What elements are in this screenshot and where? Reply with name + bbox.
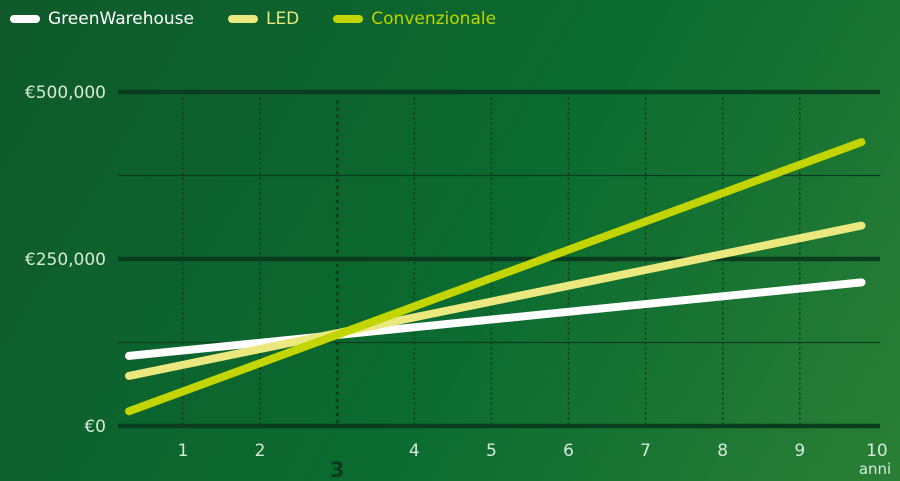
legend-label-led: LED xyxy=(265,9,300,29)
x-tick-label: 3 xyxy=(330,458,345,481)
x-tick-label: 8 xyxy=(717,441,728,461)
x-axis-label: anni xyxy=(859,460,891,478)
legend-item-convenzionale: Convenzionale xyxy=(333,9,496,29)
chart-legend: GreenWarehouse LED Convenzionale xyxy=(10,6,496,32)
series-line-convenzionale xyxy=(125,138,866,416)
series-line-greenwarehouse xyxy=(125,278,866,360)
y-tick-label: €0 xyxy=(84,417,106,437)
x-tick-label: 4 xyxy=(409,441,420,461)
x-tick-label: 6 xyxy=(563,441,574,461)
y-tick-label: €500,000 xyxy=(25,83,106,103)
legend-item-greenwarehouse: GreenWarehouse xyxy=(10,9,194,29)
x-tick-label: 5 xyxy=(486,441,497,461)
y-tick-label: €250,000 xyxy=(25,250,106,270)
legend-swatch-led xyxy=(227,15,258,23)
legend-label-greenwarehouse: GreenWarehouse xyxy=(48,9,194,29)
x-tick-label: 9 xyxy=(794,441,805,461)
legend-label-convenzionale: Convenzionale xyxy=(371,9,497,29)
x-tick-label: 7 xyxy=(640,441,651,461)
x-tick-label: 2 xyxy=(255,441,266,461)
x-tick-label: 1 xyxy=(178,441,189,461)
series-line-led xyxy=(125,221,866,380)
x-tick-label: 10 xyxy=(866,441,888,461)
legend-swatch-convenzionale xyxy=(333,15,364,23)
legend-item-led: LED xyxy=(227,9,300,29)
legend-swatch-greenwarehouse xyxy=(10,15,40,23)
